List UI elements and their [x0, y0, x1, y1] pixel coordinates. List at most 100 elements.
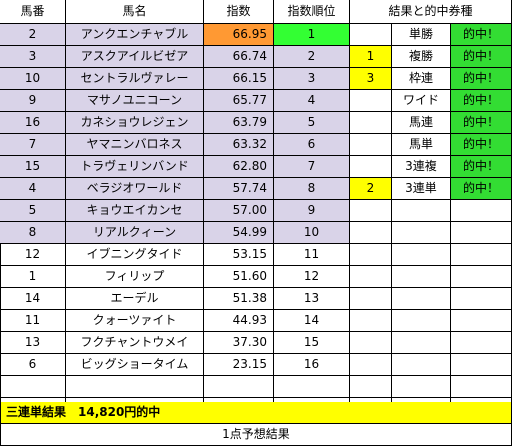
cell-rank: 12	[274, 266, 350, 288]
cell-score: 51.60	[204, 266, 274, 288]
cell-num: 7	[0, 134, 66, 156]
cell-score: 57.00	[204, 200, 274, 222]
cell-rank: 7	[274, 156, 350, 178]
cell-num: 3	[0, 46, 66, 68]
cell-score: 66.15	[204, 68, 274, 90]
cell-name: フクチャントウメイ	[66, 332, 204, 354]
table-row: 7 ヤマニンバロネス 63.32 6 馬単 的中！	[0, 134, 512, 156]
table-row: 16 カネショウレジェン 63.79 5 馬連 的中！	[0, 112, 512, 134]
cell-hit: 的中！	[451, 134, 512, 156]
cell-hit	[451, 222, 512, 244]
cell-score: 37.30	[204, 332, 274, 354]
table-row: 5 キョウエイカンセ 57.00 9	[0, 200, 512, 222]
cell-ticket	[392, 244, 451, 266]
table-row: 8 リアルクィーン 54.99 10	[0, 222, 512, 244]
cell-hit: 的中！	[451, 68, 512, 90]
cell-ticket	[392, 354, 451, 376]
cell-ticket	[392, 332, 451, 354]
header-index: 指数	[204, 0, 274, 24]
cell-num: 5	[0, 200, 66, 222]
cell-num: 2	[0, 24, 66, 46]
trifecta-result-banner: 三連単結果 14,820円的中	[0, 402, 512, 424]
table-row: 13 フクチャントウメイ 37.30 15	[0, 332, 512, 354]
cell-res-a	[350, 112, 392, 134]
cell-name: リアルクィーン	[66, 222, 204, 244]
cell-rank: 13	[274, 288, 350, 310]
cell-ticket: 単勝	[392, 24, 451, 46]
cell-res-a: 2	[350, 178, 392, 200]
cell-score: 63.79	[204, 112, 274, 134]
cell-name: エーデル	[66, 288, 204, 310]
cell-hit: 的中！	[451, 24, 512, 46]
cell-hit	[451, 244, 512, 266]
cell-res-a	[350, 376, 392, 398]
cell-score: 63.32	[204, 134, 274, 156]
cell-score: 53.15	[204, 244, 274, 266]
cell-ticket: 枠連	[392, 68, 451, 90]
cell-res-a: 3	[350, 68, 392, 90]
cell-score	[204, 376, 274, 398]
table-row: 11 クォーツァイト 44.93 14	[0, 310, 512, 332]
cell-name: セントラルヴァレー	[66, 68, 204, 90]
cell-name: アンクエンチャブル	[66, 24, 204, 46]
cell-rank: 9	[274, 200, 350, 222]
cell-res-a	[350, 310, 392, 332]
cell-score: 62.80	[204, 156, 274, 178]
cell-res-a	[350, 332, 392, 354]
cell-rank	[274, 376, 350, 398]
table-row: 3 アスクアイルビゼア 66.74 2 1 複勝 的中！	[0, 46, 512, 68]
cell-res-a	[350, 354, 392, 376]
table-row: 2 アンクエンチャブル 66.95 1 単勝 的中！	[0, 24, 512, 46]
cell-num: 11	[0, 310, 66, 332]
cell-rank: 10	[274, 222, 350, 244]
header-horse-name: 馬名	[66, 0, 204, 24]
cell-hit: 的中！	[451, 46, 512, 68]
cell-rank: 5	[274, 112, 350, 134]
cell-ticket: 3連単	[392, 178, 451, 200]
cell-hit: 的中！	[451, 90, 512, 112]
cell-res-a	[350, 156, 392, 178]
cell-name: ヤマニンバロネス	[66, 134, 204, 156]
cell-ticket	[392, 288, 451, 310]
cell-num: 10	[0, 68, 66, 90]
cell-num: 6	[0, 354, 66, 376]
cell-rank: 6	[274, 134, 350, 156]
cell-num: 1	[0, 266, 66, 288]
cell-ticket	[392, 266, 451, 288]
cell-res-a	[350, 90, 392, 112]
cell-ticket: 馬連	[392, 112, 451, 134]
cell-num: 4	[0, 178, 66, 200]
cell-res-a	[350, 200, 392, 222]
table-row	[0, 376, 512, 398]
cell-ticket: 3連複	[392, 156, 451, 178]
table-row: 6 ビッグショータイム 23.15 16	[0, 354, 512, 376]
cell-score: 23.15	[204, 354, 274, 376]
cell-score: 54.99	[204, 222, 274, 244]
cell-num	[0, 376, 66, 398]
cell-res-a	[350, 134, 392, 156]
cell-hit	[451, 310, 512, 332]
header-index-rank: 指数順位	[274, 0, 350, 24]
cell-res-a	[350, 244, 392, 266]
cell-hit	[451, 376, 512, 398]
cell-res-a	[350, 266, 392, 288]
cell-ticket: 馬単	[392, 134, 451, 156]
cell-ticket: 複勝	[392, 46, 451, 68]
cell-rank: 15	[274, 332, 350, 354]
cell-name: トラヴェリンバンド	[66, 156, 204, 178]
cell-num: 16	[0, 112, 66, 134]
cell-ticket	[392, 310, 451, 332]
cell-name: フィリップ	[66, 266, 204, 288]
cell-rank: 8	[274, 178, 350, 200]
cell-hit: 的中！	[451, 112, 512, 134]
cell-hit: 的中！	[451, 156, 512, 178]
cell-name: ビッグショータイム	[66, 354, 204, 376]
cell-hit	[451, 288, 512, 310]
cell-name: マサノユニコーン	[66, 90, 204, 112]
cell-rank: 3	[274, 68, 350, 90]
table-row: 12 イブニングタイド 53.15 11	[0, 244, 512, 266]
cell-res-a	[350, 24, 392, 46]
table-row: 10 セントラルヴァレー 66.15 3 3 枠連 的中！	[0, 68, 512, 90]
cell-name: イブニングタイド	[66, 244, 204, 266]
cell-ticket	[392, 222, 451, 244]
